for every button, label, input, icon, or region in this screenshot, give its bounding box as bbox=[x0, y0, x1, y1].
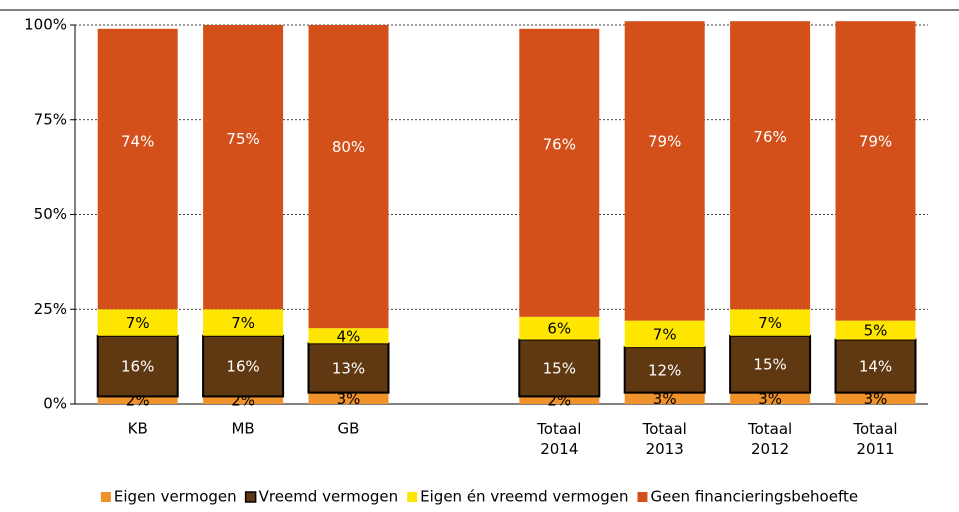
x-tick-label: MB bbox=[231, 420, 254, 438]
bar-segment bbox=[730, 21, 811, 310]
legend-item: Vreemd vermogen bbox=[244, 488, 399, 506]
bar-segment bbox=[730, 392, 811, 404]
y-tick-label: 25% bbox=[34, 300, 67, 318]
bar-segment bbox=[308, 328, 389, 344]
data-label: 7% bbox=[231, 314, 255, 332]
x-tick-label: Totaal 2012 bbox=[747, 420, 792, 458]
bar-segment bbox=[203, 25, 284, 310]
x-tick-line: 2013 bbox=[646, 440, 684, 458]
data-label: 79% bbox=[859, 132, 892, 150]
bar-segment bbox=[729, 334, 812, 394]
legend-swatch bbox=[100, 492, 111, 502]
data-label: 7% bbox=[126, 314, 150, 332]
data-label: 3% bbox=[758, 390, 782, 408]
bar-segment bbox=[308, 25, 389, 329]
data-label: 3% bbox=[653, 390, 677, 408]
data-label: 79% bbox=[648, 132, 681, 150]
legend-text: Eigen vermogen bbox=[114, 488, 237, 506]
data-label: 12% bbox=[648, 361, 681, 379]
data-label: 7% bbox=[758, 314, 782, 332]
bar-segment bbox=[308, 392, 389, 404]
x-tick-line: Totaal bbox=[852, 420, 897, 438]
bar-segment bbox=[307, 342, 390, 394]
legend-text: Geen financieringsbehoefte bbox=[650, 488, 858, 506]
bar-segment bbox=[203, 309, 284, 336]
data-label: 3% bbox=[337, 390, 361, 408]
legend-text: Eigen én vreemd vermogen bbox=[420, 488, 628, 506]
data-label: 7% bbox=[653, 325, 677, 343]
data-label: 76% bbox=[543, 136, 576, 154]
x-tick-line: 2014 bbox=[540, 440, 578, 458]
bar-segment bbox=[835, 21, 916, 321]
x-tick-label: Totaal 2011 bbox=[852, 420, 897, 458]
x-tick-label: KB bbox=[128, 420, 148, 438]
data-label: 15% bbox=[543, 359, 576, 377]
x-tick-label: GB bbox=[338, 420, 360, 438]
bar-segment bbox=[518, 338, 601, 398]
bar-segment bbox=[624, 320, 705, 348]
bar-segment bbox=[519, 396, 600, 404]
y-tick-label: 0% bbox=[43, 395, 67, 413]
data-label: 6% bbox=[547, 320, 571, 338]
data-label: 15% bbox=[753, 356, 786, 374]
bar-segment bbox=[624, 392, 705, 404]
x-tick-line: 2011 bbox=[856, 440, 894, 458]
legend-swatch bbox=[244, 491, 257, 503]
y-tick-label: 75% bbox=[34, 110, 67, 128]
x-tick-line: Totaal bbox=[642, 420, 687, 438]
x-tick-label: Totaal 2014 bbox=[536, 420, 581, 458]
legend-item: Geen financieringsbehoefte bbox=[637, 488, 858, 506]
x-tick-line: Totaal bbox=[747, 420, 792, 438]
bar-segment bbox=[519, 316, 600, 340]
data-label: 74% bbox=[121, 132, 154, 150]
y-tick-label: 50% bbox=[34, 205, 67, 223]
data-label: 75% bbox=[226, 130, 259, 148]
bar-segment bbox=[835, 392, 916, 404]
data-label: 80% bbox=[332, 138, 365, 156]
data-label: 16% bbox=[226, 358, 259, 376]
bar-segment bbox=[730, 309, 811, 336]
legend-swatch bbox=[407, 492, 418, 502]
legend-item: Eigen én vreemd vermogen bbox=[407, 488, 628, 506]
bar-segment bbox=[623, 346, 706, 394]
data-label: 13% bbox=[332, 359, 365, 377]
bar-segment bbox=[97, 396, 178, 404]
data-label: 16% bbox=[121, 358, 154, 376]
x-tick-line: 2012 bbox=[751, 440, 789, 458]
data-label: 3% bbox=[864, 390, 888, 408]
data-label: 4% bbox=[337, 327, 361, 345]
data-label: 76% bbox=[753, 128, 786, 146]
legend-text: Vreemd vermogen bbox=[259, 488, 399, 506]
bar-segment bbox=[97, 309, 178, 336]
bar-segment bbox=[519, 28, 600, 317]
bar-segment bbox=[203, 396, 284, 404]
legend-item: Eigen vermogen bbox=[100, 488, 237, 506]
bar-segment bbox=[97, 28, 178, 310]
data-label: 14% bbox=[859, 358, 892, 376]
x-tick-line: Totaal bbox=[536, 420, 581, 438]
bar-segment bbox=[835, 320, 916, 340]
data-label: 5% bbox=[864, 322, 888, 340]
y-tick-label: 100% bbox=[24, 16, 67, 34]
bar-segment bbox=[834, 338, 917, 394]
bar-segment bbox=[624, 21, 705, 321]
x-tick-label: Totaal 2013 bbox=[642, 420, 687, 458]
legend-swatch bbox=[637, 492, 648, 502]
